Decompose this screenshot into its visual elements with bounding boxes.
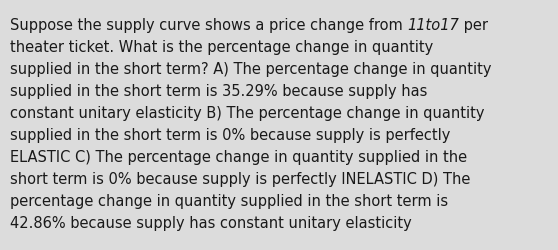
Text: 11to17: 11to17 bbox=[407, 18, 459, 33]
Text: per: per bbox=[459, 18, 488, 33]
Text: ELASTIC C) The percentage change in quantity supplied in the: ELASTIC C) The percentage change in quan… bbox=[10, 150, 467, 164]
Text: percentage change in quantity supplied in the short term is: percentage change in quantity supplied i… bbox=[10, 193, 448, 208]
Text: supplied in the short term? A) The percentage change in quantity: supplied in the short term? A) The perce… bbox=[10, 62, 492, 77]
Text: supplied in the short term is 0% because supply is perfectly: supplied in the short term is 0% because… bbox=[10, 128, 450, 142]
Text: 42.86% because supply has constant unitary elasticity: 42.86% because supply has constant unita… bbox=[10, 215, 412, 230]
Text: short term is 0% because supply is perfectly INELASTIC D) The: short term is 0% because supply is perfe… bbox=[10, 171, 470, 186]
Text: theater ticket. What is the percentage change in quantity: theater ticket. What is the percentage c… bbox=[10, 40, 433, 55]
Text: Suppose the supply curve shows a price change from: Suppose the supply curve shows a price c… bbox=[10, 18, 407, 33]
Text: constant unitary elasticity B) The percentage change in quantity: constant unitary elasticity B) The perce… bbox=[10, 106, 484, 120]
Text: supplied in the short term is 35.29% because supply has: supplied in the short term is 35.29% bec… bbox=[10, 84, 427, 98]
